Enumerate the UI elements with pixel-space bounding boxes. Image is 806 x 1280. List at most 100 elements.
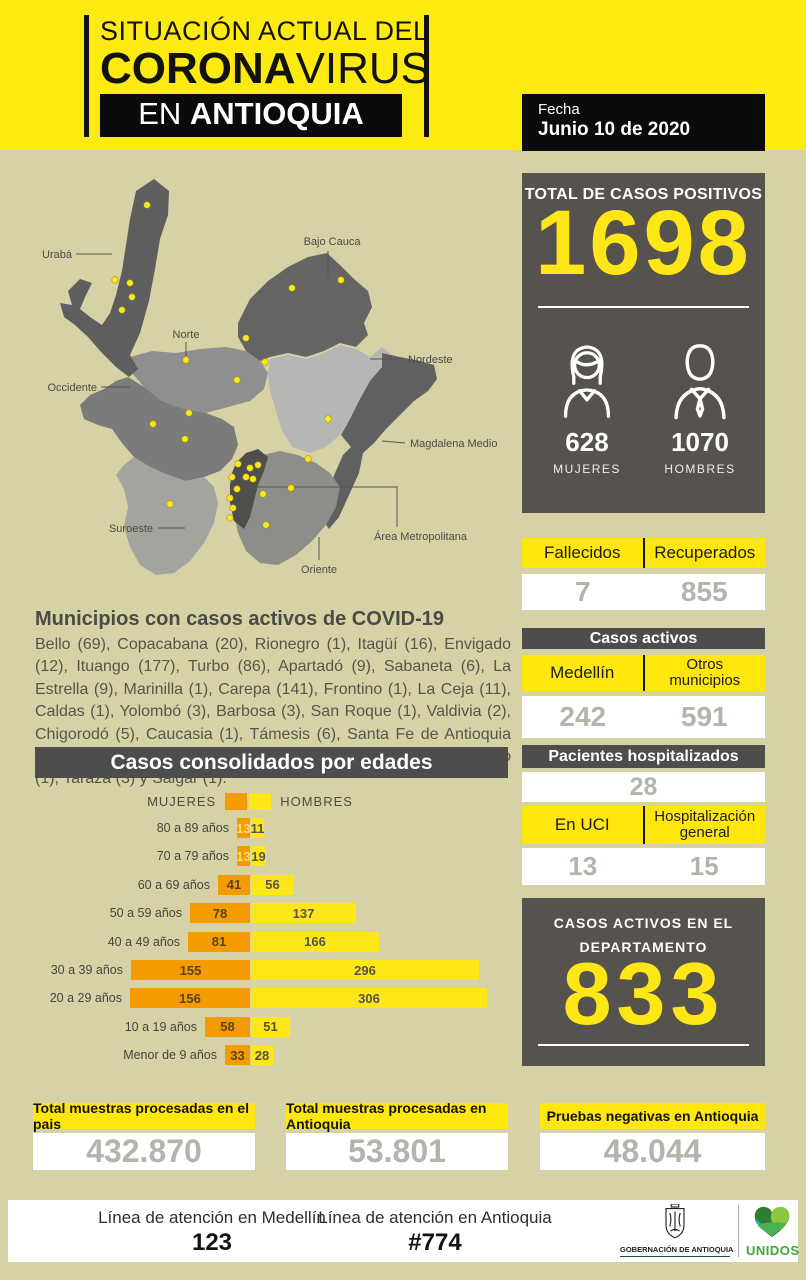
title-virus: VIRUS	[295, 44, 431, 93]
map-label-occidente: Occidente	[47, 382, 97, 394]
age-group-label: 20 a 29 años	[49, 991, 122, 1006]
case-dot	[229, 504, 237, 512]
age-group-label: 30 a 39 años	[50, 963, 123, 977]
antioquia-hotline-label: Línea de atención en Antioquia	[318, 1208, 552, 1227]
legend-swatch-mujeres	[225, 793, 248, 810]
stat-negative-tests: Pruebas negativas en Antioquia 48.044	[540, 1103, 765, 1170]
others-value: 591	[680, 701, 728, 732]
age-group-label: Menor de 9 años	[123, 1048, 217, 1063]
others-label-line1: Otros	[686, 656, 724, 674]
main-title: SITUACIÓN ACTUAL DEL CORONAVIRUS EN ANTI…	[100, 16, 430, 137]
antioquia-map: Urabá Bajo Cauca Norte Nordeste Occident…	[30, 175, 510, 607]
stat-antioquia-samples: Total muestras procesadas en Antioquia 5…	[286, 1100, 508, 1170]
footer-logo-divider	[738, 1205, 739, 1257]
case-dot	[182, 356, 190, 364]
age-group-label: 70 a 79 años	[156, 849, 229, 864]
footer: Línea de atención en Medellín 123 Línea …	[8, 1200, 799, 1262]
case-dot	[261, 358, 269, 366]
map-label-bajocauca: Bajo Cauca	[304, 236, 362, 248]
header-accent-bar-right	[424, 15, 429, 137]
cell-divider	[642, 538, 645, 568]
case-dot	[242, 334, 250, 342]
stat-antioquia-samples-value: 53.801	[286, 1133, 508, 1170]
men-value: 1070	[671, 427, 729, 457]
case-dot	[233, 485, 241, 493]
legend-label-mujeres: MUJERES	[147, 794, 217, 809]
bar-mujeres: 33	[225, 1045, 250, 1066]
department-active-panel: CASOS ACTIVOS EN EL DEPARTAMENTO 833	[522, 898, 765, 1066]
bar-mujeres: 156	[130, 988, 250, 1009]
department-title-line2: DEPARTAMENTO	[579, 939, 708, 955]
case-dot	[185, 409, 193, 417]
gobernacion-crest-icon	[665, 1203, 685, 1239]
case-dot	[226, 514, 234, 522]
age-group-label: 80 a 89 años	[156, 821, 229, 835]
legend-swatch-hombres	[249, 793, 272, 810]
case-dots-group	[111, 201, 345, 529]
case-dot	[181, 435, 189, 443]
legend-label-hombres: HOMBRES	[280, 794, 353, 809]
title-banner: EN ANTIOQUIA	[100, 93, 402, 137]
case-dot	[304, 455, 312, 463]
case-dot	[234, 460, 242, 468]
banner-antioquia: ANTIOQUIA	[189, 95, 364, 131]
hospitalized-header-row: En UCI Hospitalización general	[522, 806, 765, 844]
case-dot	[226, 494, 234, 502]
icu-label: En UCI	[522, 806, 643, 844]
recovered-label: Recuperados	[644, 538, 765, 568]
title-line2: CORONAVIRUS	[100, 44, 430, 93]
icu-value: 13	[568, 851, 598, 881]
bar-hombres: 11	[251, 818, 264, 838]
bar-hombres: 56	[251, 874, 294, 895]
case-dot	[324, 415, 332, 423]
leader-areametropolitana	[256, 486, 398, 527]
case-dot	[233, 376, 241, 384]
case-dot	[126, 279, 134, 287]
bar-mujeres: 13	[236, 846, 251, 867]
case-dot	[254, 461, 262, 469]
title-line1: SITUACIÓN ACTUAL DEL	[100, 16, 429, 46]
hospitalized-title: Pacientes hospitalizados	[522, 745, 765, 768]
title-corona: CORONA	[100, 44, 296, 93]
gobernacion-logo: GOBERNACIÓN DE ANTIOQUIA	[620, 1203, 733, 1257]
bar-hombres: 306	[251, 988, 487, 1009]
men-stat: 1070 HOMBRES	[643, 331, 757, 476]
department-title-line1: CASOS ACTIVOS EN EL	[553, 915, 734, 931]
age-group-label: 50 a 59 años	[109, 906, 182, 921]
others-label-line2: municipios	[669, 672, 741, 689]
gobernacion-label: GOBERNACIÓN DE ANTIOQUIA	[620, 1245, 733, 1257]
age-chart-title: Casos consolidados por edades	[35, 747, 508, 778]
case-dot	[246, 464, 254, 472]
age-group-label: 40 a 49 años	[107, 934, 180, 949]
banner-en: EN	[138, 95, 190, 131]
bar-mujeres: 78	[190, 903, 250, 924]
men-label: HOMBRES	[664, 462, 736, 476]
general-label: Hospitalización general	[644, 806, 765, 844]
case-dot	[242, 473, 250, 481]
case-dot	[143, 201, 151, 209]
total-positives-panel: TOTAL DE CASOS POSITIVOS 1698 628 MUJERE…	[522, 173, 765, 513]
deaths-label: Fallecidos	[522, 538, 643, 568]
hospitalized-value-row: 13 15	[522, 848, 765, 885]
case-dot	[166, 500, 174, 508]
header-band: SITUACIÓN ACTUAL DEL CORONAVIRUS EN ANTI…	[0, 0, 806, 151]
date-value: Junio 10 de 2020	[538, 119, 691, 140]
antioquia-hotline: Línea de atención en Antioquia #774	[300, 1208, 570, 1257]
municipalities-list: Bello (69), Copacabana (20), Rionegro (1…	[35, 636, 511, 788]
bar-hombres: 19	[251, 846, 266, 867]
women-label: MUJERES	[553, 462, 621, 476]
stat-negative-tests-value: 48.044	[540, 1133, 765, 1170]
case-dot	[228, 473, 236, 481]
hospitalized-total-value: 28	[629, 772, 658, 801]
case-dot	[288, 284, 296, 292]
region-areametropolitana-shape	[230, 449, 268, 529]
ages-chart: MUJERES HOMBRES 80 a 89 años 13 11 70 a 79 …	[35, 785, 511, 1077]
municipalities-title: Municipios con casos activos de COVID-19	[35, 608, 445, 630]
age-group-label: 10 a 19 años	[124, 1019, 197, 1034]
age-group-label: 60 a 69 años	[137, 877, 210, 892]
bar-mujeres: 13	[236, 818, 251, 838]
region-occidente-shape	[80, 377, 238, 481]
date-label: Fecha	[538, 101, 580, 118]
bar-hombres: 296	[251, 960, 479, 980]
